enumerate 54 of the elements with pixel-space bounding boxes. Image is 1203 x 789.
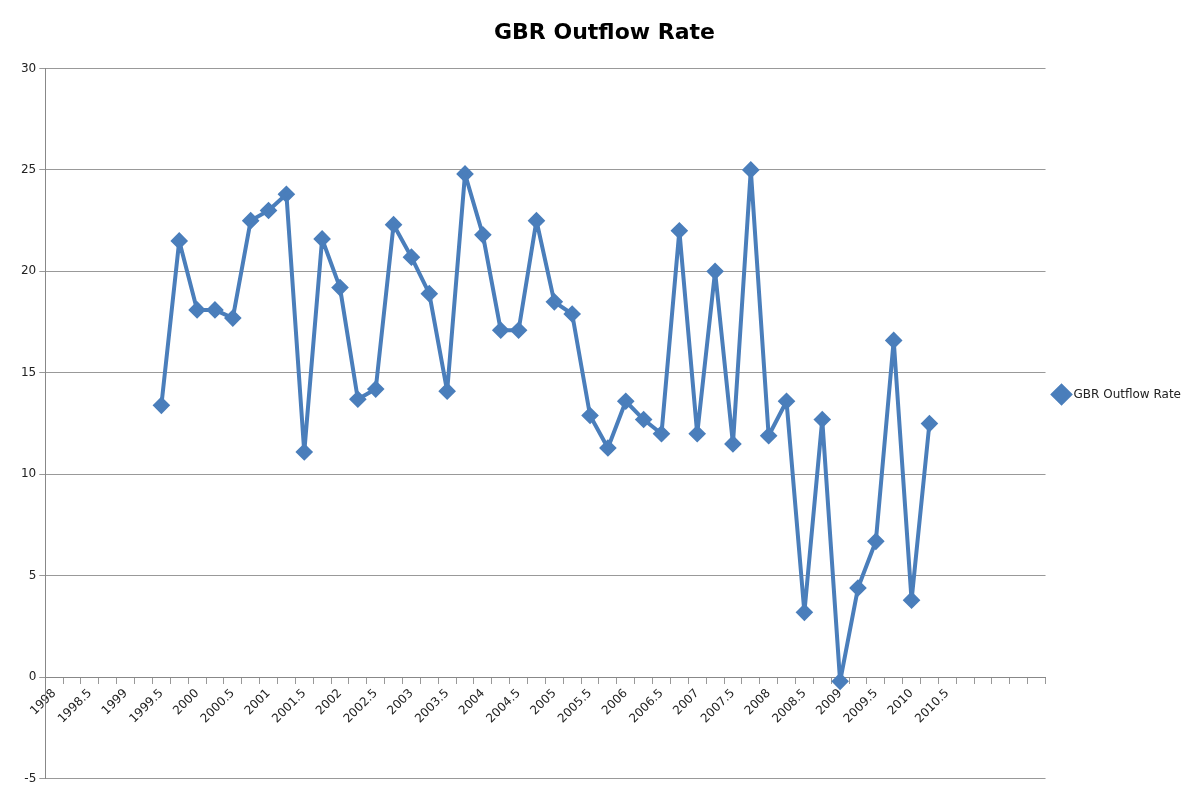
- point: [153, 397, 170, 414]
- point: [599, 439, 616, 456]
- point: [885, 332, 902, 349]
- point: [296, 444, 313, 461]
- point: [814, 411, 831, 428]
- point: [278, 186, 295, 203]
- y-tick-label: 10: [20, 466, 37, 481]
- legend-label: GBR Outflow Rate: [1073, 386, 1181, 401]
- y-tick-label: 25: [20, 162, 37, 177]
- point: [510, 322, 527, 339]
- point: [331, 279, 348, 296]
- point: [260, 202, 277, 219]
- y-tick-label: 5: [28, 567, 37, 582]
- point: [689, 425, 706, 442]
- chart-title: GBR Outflow Rate: [494, 18, 715, 44]
- point: [457, 165, 474, 182]
- point: [206, 301, 223, 318]
- point: [760, 427, 777, 444]
- point: [171, 232, 188, 249]
- point: [349, 391, 366, 408]
- point: [492, 322, 509, 339]
- y-tick-label: 0: [28, 669, 37, 684]
- point: [224, 310, 241, 327]
- point: [903, 592, 920, 609]
- point: [564, 306, 581, 322]
- point: [314, 230, 331, 247]
- point: [385, 216, 402, 233]
- point: [546, 293, 563, 310]
- point: [367, 381, 384, 398]
- point: [617, 393, 634, 410]
- y-tick-label: 15: [20, 364, 37, 379]
- point: [189, 301, 206, 318]
- point: [778, 393, 795, 410]
- point: [421, 285, 438, 302]
- point: [242, 212, 259, 229]
- point: [653, 425, 670, 442]
- point: [921, 415, 938, 432]
- y-tick-label: -5: [24, 770, 37, 785]
- point: [439, 383, 456, 400]
- y-tick-label: 20: [20, 263, 37, 278]
- point: [796, 604, 813, 621]
- point: [849, 580, 866, 597]
- point: [403, 249, 420, 266]
- point: [724, 435, 741, 452]
- point: [582, 407, 599, 424]
- point: [671, 222, 688, 239]
- point: [707, 263, 724, 280]
- point: [742, 161, 759, 178]
- point: [867, 533, 884, 550]
- point: [528, 212, 545, 229]
- point: [832, 673, 849, 690]
- point: [635, 411, 652, 428]
- y-tick-label: 30: [20, 60, 37, 75]
- point: [474, 226, 491, 243]
